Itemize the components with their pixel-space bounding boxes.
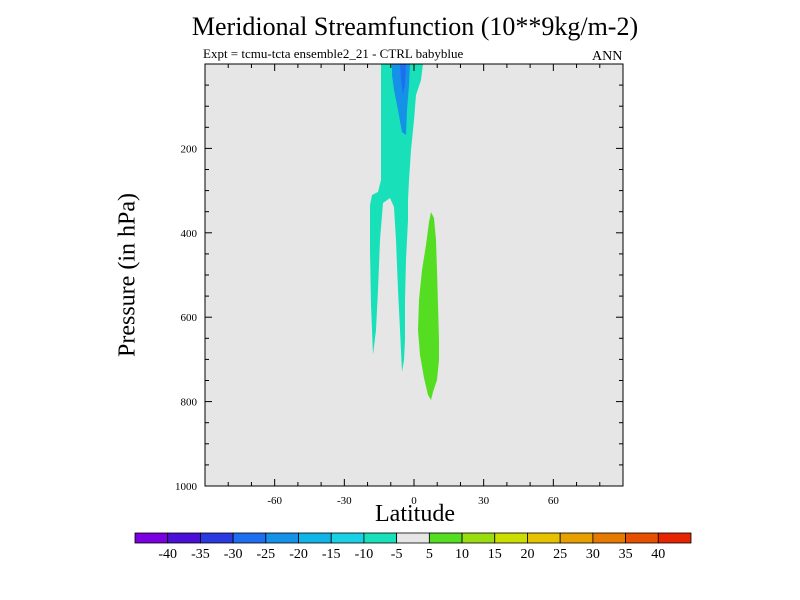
x-tick-label: 30: [478, 495, 490, 507]
x-tick-label: 0: [411, 495, 417, 507]
colorbar-swatch: [527, 532, 561, 544]
colorbar-swatch: [134, 532, 169, 544]
colorbar-label: 25: [553, 547, 567, 562]
colorbar-swatch: [298, 532, 332, 544]
contour-positive-lobe: [418, 212, 439, 400]
x-tick-label: -60: [267, 495, 282, 507]
y-tick-label: 400: [181, 228, 198, 240]
x-tick-label: 60: [548, 495, 560, 507]
colorbar-label: -20: [289, 547, 308, 562]
colorbar-label: 5: [426, 547, 433, 562]
y-tick-label: 200: [181, 143, 198, 155]
colorbar-swatch: [330, 532, 365, 544]
colorbar-swatch: [363, 532, 398, 544]
colorbar-label: -35: [191, 547, 210, 562]
contour-negative-column: [370, 64, 423, 372]
colorbar-label: 30: [586, 547, 600, 562]
colorbar-swatch: [428, 532, 463, 544]
colorbar-label: -5: [391, 547, 403, 562]
season-label: ANN: [592, 49, 623, 64]
colorbar-swatch: [265, 532, 299, 544]
colorbar-label: -25: [256, 547, 275, 562]
colorbar-swatch: [559, 532, 594, 544]
colorbar-swatch: [167, 532, 201, 544]
colorbar-label: -15: [322, 547, 341, 562]
colorbar-swatch: [232, 532, 267, 544]
colorbar-label: -30: [224, 547, 243, 562]
contour-negative-core-deep: [400, 64, 406, 95]
colorbar-label: 35: [619, 547, 633, 562]
colorbar-label: -40: [158, 547, 177, 562]
colorbar-swatch: [592, 532, 626, 544]
colorbar: -40 -35 -30 -25 -20 -15 -10 -5 5 10 15 20 25 30 35 40: [134, 532, 692, 562]
colorbar-swatch: [494, 532, 528, 544]
colorbar-swatch: [200, 532, 234, 544]
colorbar-label: 40: [651, 547, 665, 562]
x-axis-label: Latitude: [375, 501, 455, 527]
colorbar-swatch: [461, 532, 496, 544]
chart-subtitle: Expt = tcmu-tcta ensemble2_21 - CTRL bab…: [203, 46, 464, 61]
y-tick-label: 800: [181, 397, 198, 409]
chart-title: Meridional Streamfunction (10**9kg/m-2): [191, 12, 639, 41]
colorbar-label: -10: [355, 547, 374, 562]
colorbar-label: 10: [455, 547, 469, 562]
contour-negative-core: [392, 64, 410, 135]
x-tick-label: -30: [337, 495, 352, 507]
plot-area: [205, 64, 623, 486]
axis-ticks: -60 -30 0 30 60 200 400 600 800 1000: [175, 63, 624, 507]
colorbar-swatch: [657, 532, 692, 544]
colorbar-swatch: [396, 532, 430, 544]
colorbar-label: 15: [488, 547, 502, 562]
y-tick-label: 600: [181, 312, 198, 324]
colorbar-label: 20: [520, 547, 534, 562]
y-tick-label: 1000: [175, 481, 198, 493]
y-axis-label: Pressure (in hPa): [114, 193, 141, 357]
colorbar-swatch: [625, 532, 659, 544]
